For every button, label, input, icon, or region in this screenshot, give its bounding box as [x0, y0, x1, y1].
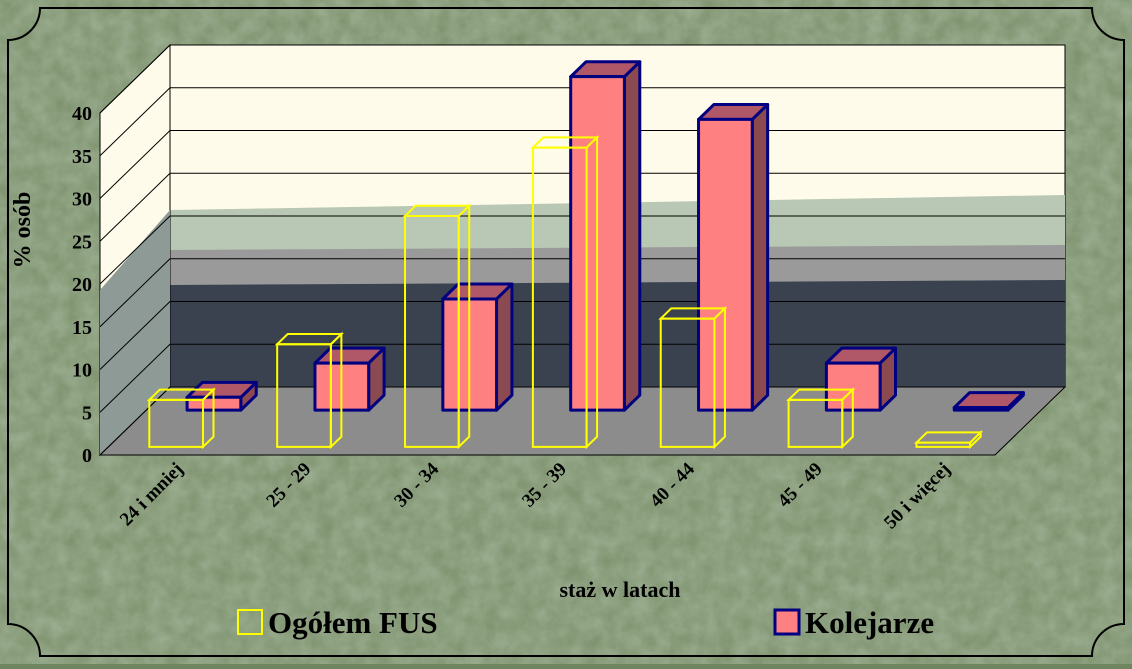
bar — [824, 346, 897, 412]
bar-front — [404, 214, 460, 448]
bar — [786, 387, 856, 450]
y-axis-title: % osób — [10, 192, 36, 269]
y-tick-label: 0 — [82, 445, 92, 467]
y-tick-label: 25 — [72, 231, 92, 253]
y-tick-label: 20 — [72, 274, 92, 296]
bar — [530, 135, 600, 450]
y-tick-label: 35 — [72, 146, 92, 168]
bar — [697, 102, 770, 412]
bar-front — [276, 343, 332, 448]
bar-front — [148, 398, 205, 448]
y-tick-label: 10 — [72, 360, 92, 382]
legend-swatch — [237, 609, 263, 635]
grid-line — [99, 44, 1065, 114]
bar — [402, 203, 472, 450]
bar — [913, 429, 984, 450]
grid-line — [99, 87, 1065, 157]
bar-side — [622, 60, 642, 412]
y-tick-label: 30 — [72, 189, 92, 211]
bar-front — [531, 146, 588, 448]
legend-label: Kolejarze — [805, 605, 934, 640]
legend-swatch — [773, 608, 801, 636]
bar-side — [750, 102, 770, 412]
y-tick-label: 40 — [72, 103, 92, 125]
frame — [7, 7, 1125, 657]
bar — [952, 391, 1025, 412]
y-tick-label: 15 — [72, 317, 92, 339]
x-axis-title: staż w latach — [560, 577, 681, 602]
bar — [146, 387, 216, 450]
bar-front — [824, 361, 882, 412]
bar — [569, 60, 642, 412]
bar — [313, 346, 386, 412]
bar — [185, 380, 258, 412]
bar-front — [952, 406, 1010, 412]
bar-front — [787, 398, 844, 448]
y-tick-label: 5 — [82, 402, 92, 424]
legend-label: Ogółem FUS — [268, 605, 438, 640]
bar — [274, 331, 344, 450]
bar-front — [915, 441, 972, 448]
bar-front — [697, 117, 754, 412]
bar — [441, 282, 514, 412]
bar-side — [495, 282, 514, 412]
left-scene — [100, 210, 170, 455]
bar-front — [659, 317, 716, 448]
bar — [658, 306, 728, 450]
